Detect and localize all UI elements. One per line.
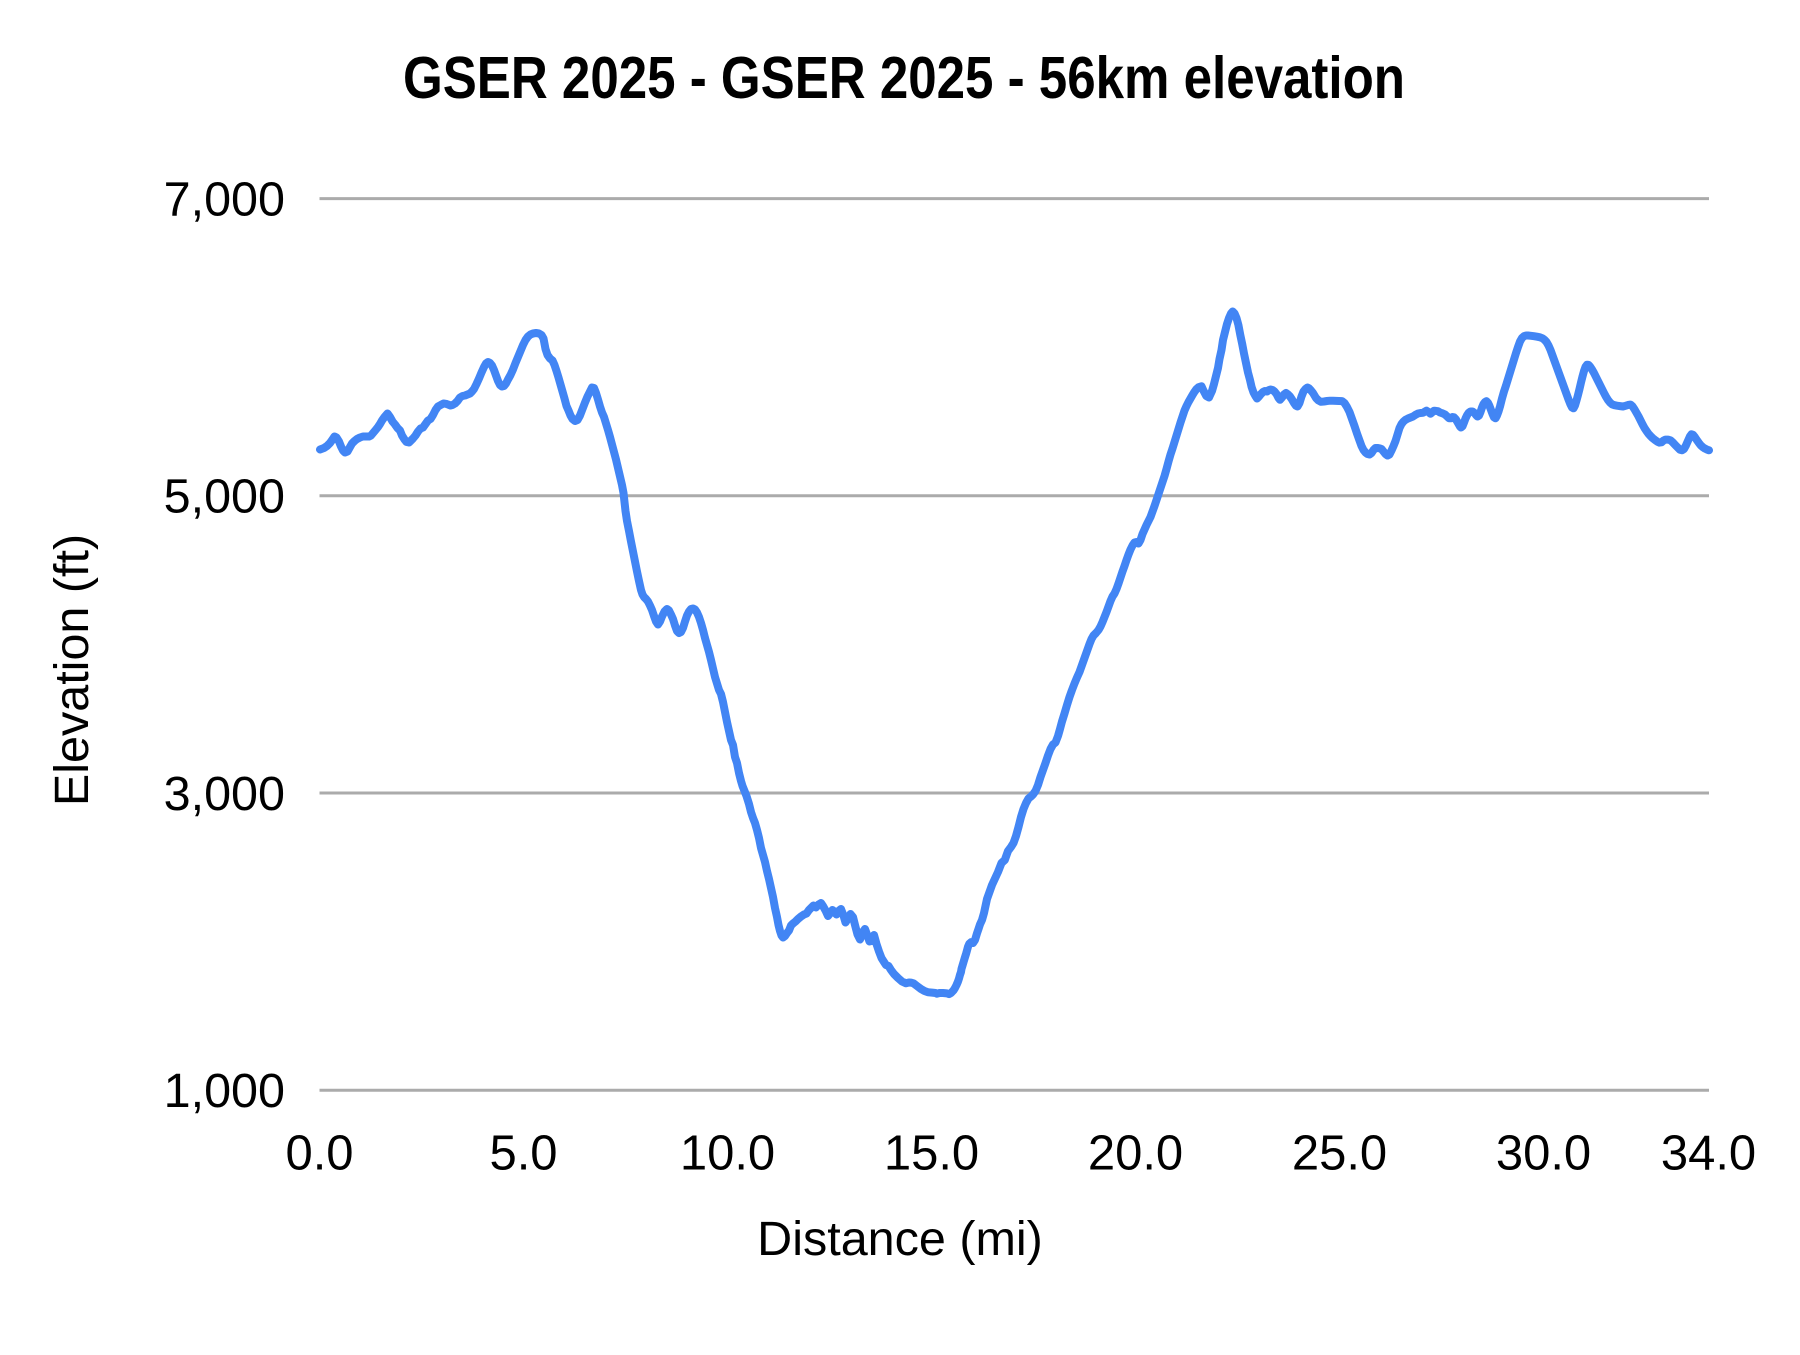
svg-text:Elevation (ft): Elevation (ft) <box>45 534 99 806</box>
svg-text:7,000: 7,000 <box>164 173 285 227</box>
svg-text:34.0: 34.0 <box>1661 1127 1756 1181</box>
svg-text:20.0: 20.0 <box>1088 1127 1183 1181</box>
svg-text:15.0: 15.0 <box>884 1127 979 1181</box>
svg-text:1,000: 1,000 <box>164 1064 285 1118</box>
svg-text:Distance (mi): Distance (mi) <box>757 1212 1043 1266</box>
svg-text:30.0: 30.0 <box>1496 1127 1591 1181</box>
svg-text:0.0: 0.0 <box>285 1127 353 1181</box>
svg-text:5.0: 5.0 <box>489 1127 557 1181</box>
svg-text:10.0: 10.0 <box>680 1127 775 1181</box>
svg-text:GSER 2025 - GSER 2025 - 56km e: GSER 2025 - GSER 2025 - 56km elevation <box>403 44 1405 111</box>
svg-text:3,000: 3,000 <box>164 767 285 821</box>
svg-text:5,000: 5,000 <box>164 470 285 524</box>
svg-text:25.0: 25.0 <box>1292 1127 1387 1181</box>
